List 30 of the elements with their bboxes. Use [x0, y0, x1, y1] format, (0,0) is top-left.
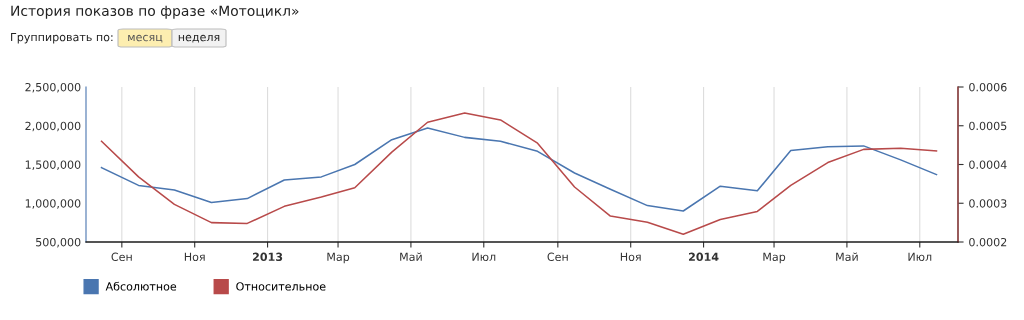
- x-tick-label: Сен: [547, 252, 568, 262]
- y-tick-label: 2,500,000: [25, 82, 81, 93]
- x-tick-label: Сен: [111, 252, 132, 262]
- x-tick-label: Июл: [908, 252, 932, 262]
- text: неделя: [178, 34, 220, 43]
- y2-tick-label: 0.0006: [969, 82, 1007, 92]
- y-tick-label: 1,500,000: [25, 160, 81, 171]
- text: Группировать по:: [11, 32, 113, 44]
- x-tick-label: Май: [836, 252, 858, 262]
- x-tick-label: Мар: [763, 252, 786, 264]
- text: месяц: [128, 34, 163, 43]
- y-tick-label: 1,000,000: [25, 199, 81, 209]
- x-tick-label: Июл: [472, 252, 496, 262]
- x-tick-label: Ноя: [620, 252, 641, 262]
- legend-label: Абсолютное: [105, 281, 177, 291]
- x-tick-label: Мар: [327, 252, 350, 264]
- y-tick-label: 2,000,000: [25, 121, 81, 132]
- y2-tick-label: 0.0004: [969, 160, 1007, 169]
- y2-tick-label: 0.0002: [969, 237, 1007, 247]
- legend-label: Относительное: [236, 282, 326, 291]
- x-tick-label: Ноя: [184, 252, 205, 262]
- y2-tick-label: 0.0005: [969, 121, 1007, 131]
- line-series: [100, 112, 938, 236]
- y2-tick-label: 0.0003: [969, 199, 1007, 208]
- line-series: [100, 127, 938, 212]
- x-tick-label: 2014: [688, 252, 719, 262]
- x-tick-label: 2013: [252, 252, 283, 262]
- chart-title: История показов по фразе «Мотоцикл»: [11, 5, 299, 19]
- x-tick-label: Май: [400, 252, 422, 262]
- y-tick-label: 500,000: [36, 237, 81, 248]
